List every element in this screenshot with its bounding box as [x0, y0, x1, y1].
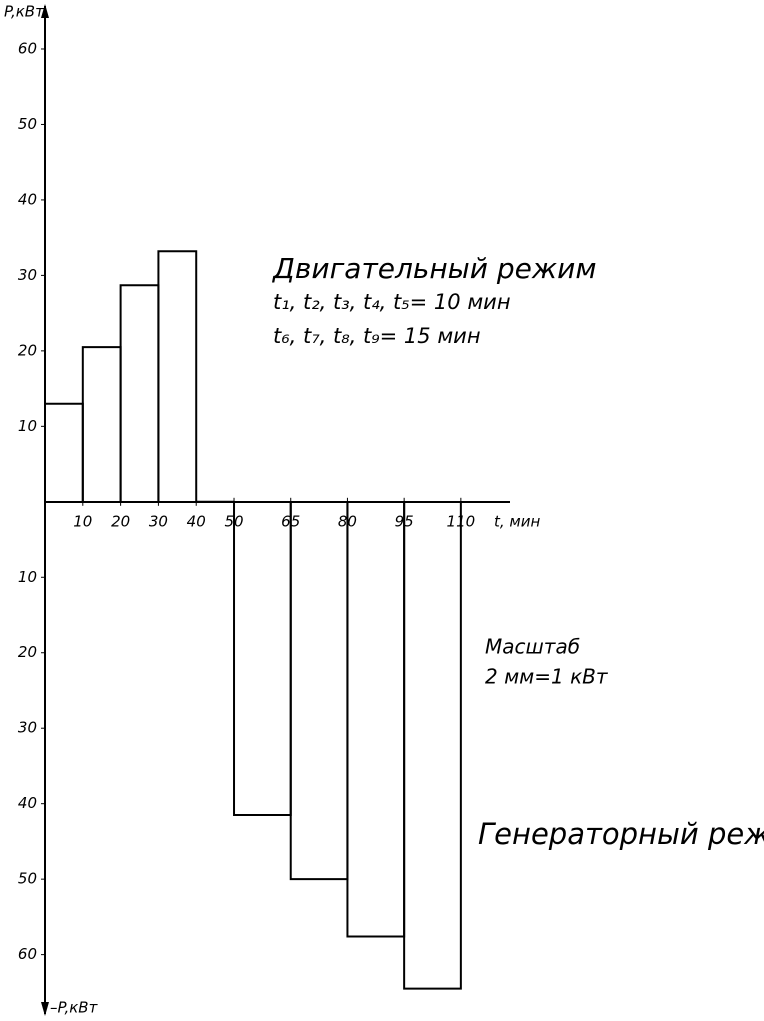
annotation: t₁, t₂, t₃, t₄, t₅= 10 мин: [273, 290, 511, 314]
y-label-bottom: –P,кВт: [50, 999, 99, 1017]
y-tick-label: 10: [18, 568, 37, 586]
y-tick-label: 50: [18, 870, 37, 888]
bar: [346, 501, 406, 938]
x-tick-label: 20: [111, 512, 130, 530]
y-arrow-top: [41, 4, 49, 18]
y-tick-label: 20: [18, 643, 37, 661]
x-tick-label: 30: [149, 512, 168, 530]
y-tick-label: 10: [18, 417, 37, 435]
x-label: t, мин: [494, 513, 540, 531]
y-tick-label: 50: [18, 115, 37, 133]
y-tick-label: 40: [18, 190, 37, 208]
annotation: Масштаб: [485, 635, 580, 659]
bar: [44, 402, 84, 502]
y-tick-label: 20: [18, 341, 37, 359]
bar: [289, 501, 349, 881]
y-arrow-bottom: [41, 1002, 49, 1016]
bar: [233, 501, 292, 817]
x-tick-label: 10: [73, 512, 92, 530]
bar: [403, 501, 462, 990]
y-tick-label: 60: [18, 945, 37, 963]
bar: [157, 250, 198, 502]
y-label-top: P,кВт: [4, 3, 45, 21]
y-tick-label: 60: [18, 39, 37, 57]
annotation: Генераторный режим: [478, 817, 764, 851]
annotation: t₆, t₇, t₈, t₉= 15 мин: [273, 324, 481, 348]
y-tick-label: 30: [18, 719, 37, 737]
annotation: Двигательный режим: [271, 252, 596, 285]
y-tick-label: 40: [18, 794, 37, 812]
x-tick-label: 40: [187, 512, 206, 530]
annotation: 2 мм=1 кВт: [485, 665, 609, 689]
bar: [119, 284, 160, 502]
bar: [81, 346, 122, 502]
y-tick-label: 30: [18, 266, 37, 284]
